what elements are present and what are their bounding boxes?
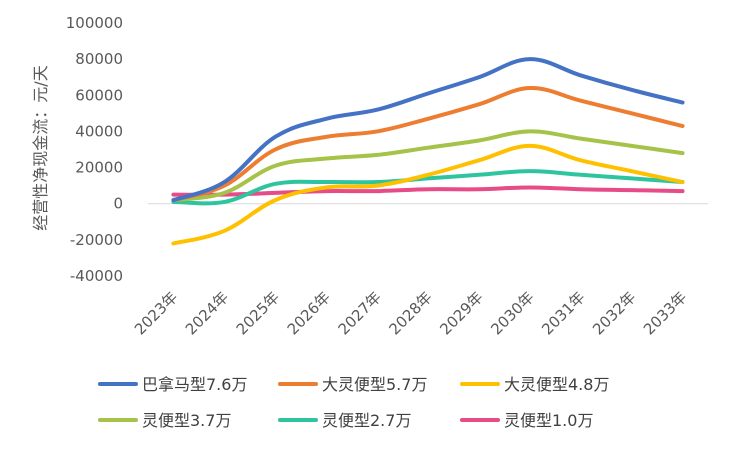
- legend-label: 灵便型2.7万: [322, 411, 411, 430]
- legend-label: 大灵便型4.8万: [504, 375, 609, 394]
- x-axis-ticks: 2023年 2024年 2025年 2026年 2027年 2028年 2029年 2030年…: [131, 288, 690, 338]
- y-tick-label: -40000: [70, 267, 123, 285]
- series-line: [171, 129, 685, 203]
- x-tick-label: 2032年: [589, 288, 639, 338]
- y-tick-label: 80000: [75, 50, 123, 68]
- legend-item: 大灵便型5.7万: [278, 375, 427, 394]
- x-tick-label: 2025年: [233, 288, 283, 338]
- y-tick-label: -20000: [70, 231, 123, 249]
- y-tick-label: 100000: [66, 14, 123, 32]
- y-tick-label: 60000: [75, 86, 123, 104]
- legend-item: 灵便型1.0万: [460, 411, 593, 430]
- x-tick-label: 2030年: [487, 288, 537, 338]
- y-tick-label: 40000: [75, 122, 123, 140]
- series-line: [171, 185, 685, 197]
- x-tick-label: 2023年: [131, 288, 181, 338]
- series-line: [171, 143, 685, 246]
- y-axis-label: 经营性净现金流：元/天: [31, 65, 50, 230]
- y-tick-label: 0: [113, 195, 123, 213]
- x-tick-label: 2026年: [284, 288, 334, 338]
- legend-label: 灵便型3.7万: [142, 411, 231, 430]
- y-tick-label: 20000: [75, 159, 123, 177]
- x-tick-label: 2033年: [640, 288, 690, 338]
- legend-item: 巴拿马型7.6万: [98, 375, 247, 394]
- legend-label: 灵便型1.0万: [504, 411, 593, 430]
- series-line: [171, 57, 685, 203]
- series-lines: [171, 57, 685, 246]
- x-tick-label: 2024年: [182, 288, 232, 338]
- legend-item: 灵便型2.7万: [278, 411, 411, 430]
- x-tick-label: 2029年: [436, 288, 486, 338]
- legend-label: 大灵便型5.7万: [322, 375, 427, 394]
- x-tick-label: 2027年: [335, 288, 385, 338]
- series-line: [171, 86, 685, 203]
- legend-item: 灵便型3.7万: [98, 411, 231, 430]
- series-line: [171, 169, 685, 206]
- legend-label: 巴拿马型7.6万: [142, 375, 247, 394]
- y-axis-ticks: -40000 -20000 0 20000 40000 60000 80000 100000: [66, 14, 123, 285]
- x-tick-label: 2028年: [385, 288, 435, 338]
- legend-item: 大灵便型4.8万: [460, 375, 609, 394]
- x-tick-label: 2031年: [538, 288, 588, 338]
